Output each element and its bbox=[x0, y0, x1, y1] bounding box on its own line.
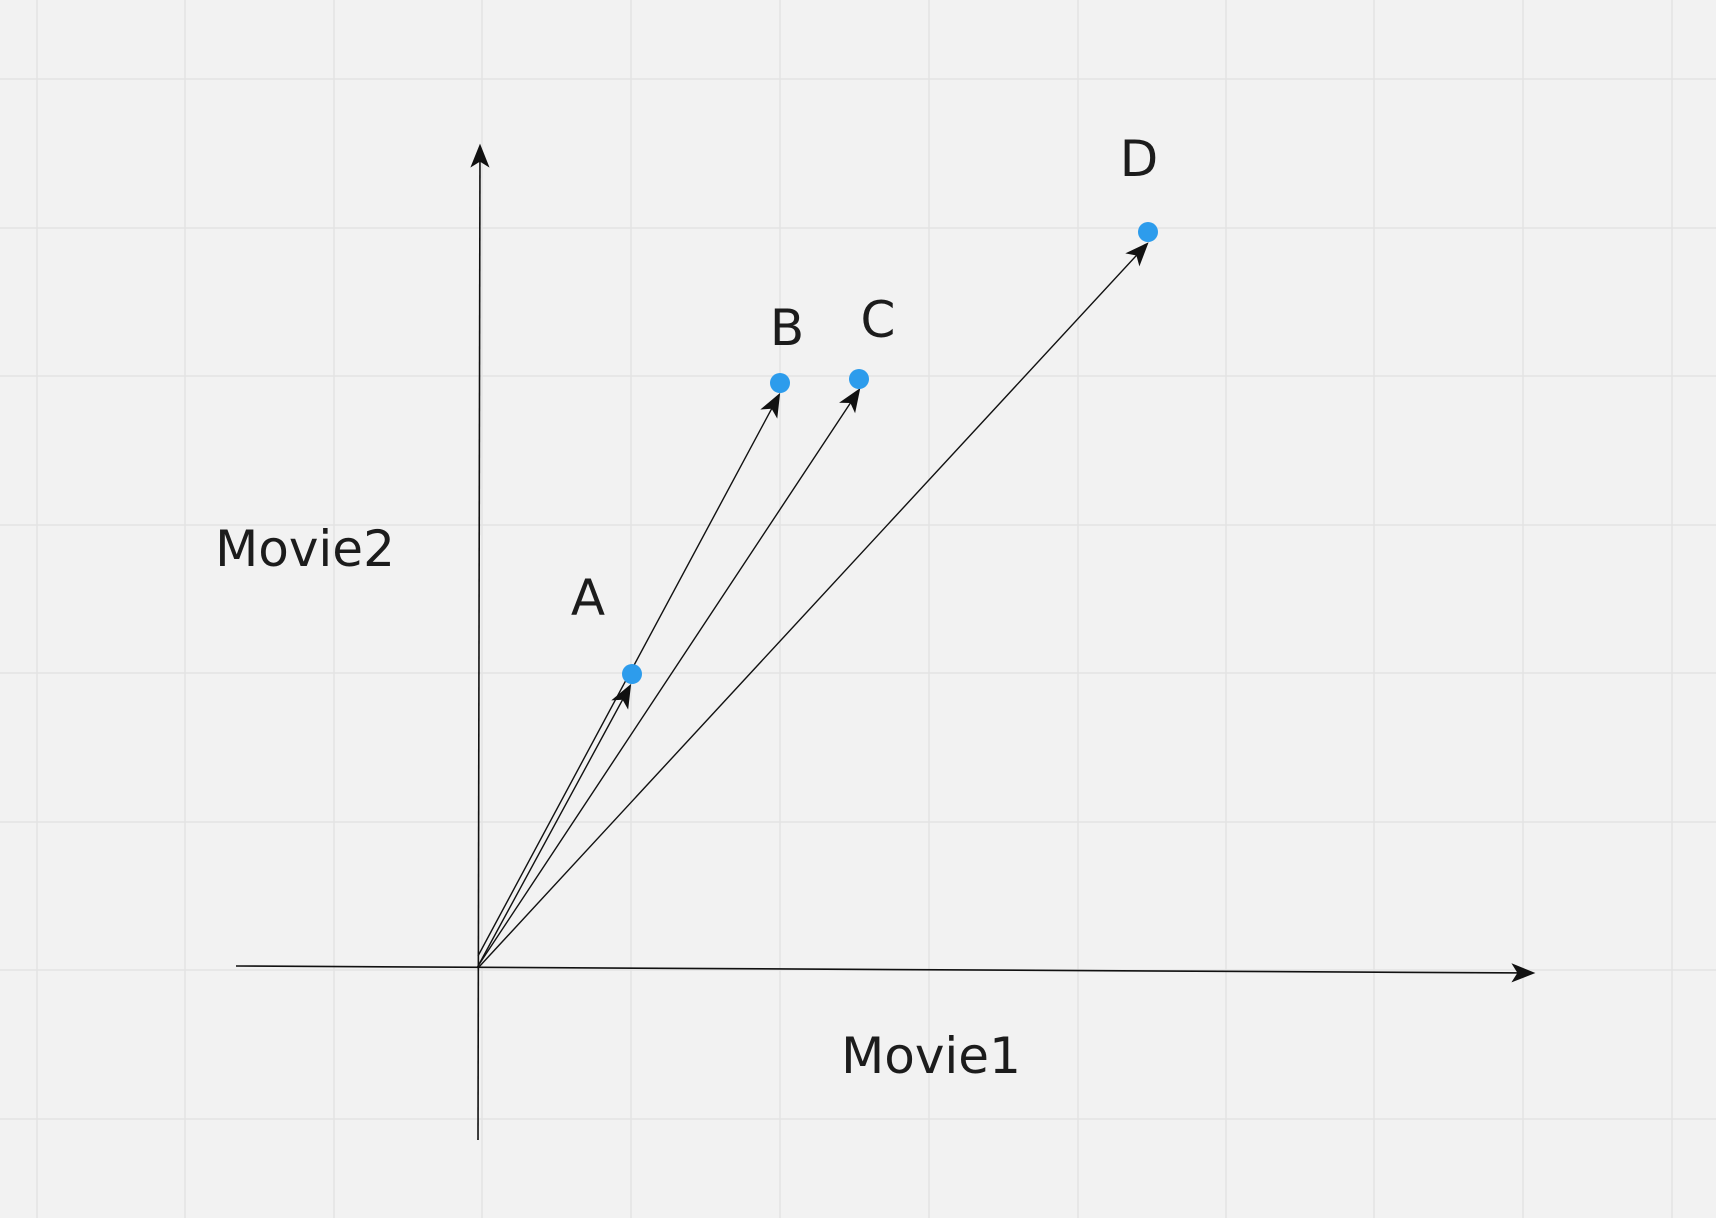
point-d-label: D bbox=[1120, 130, 1159, 188]
point-d bbox=[1138, 222, 1158, 242]
vector-d bbox=[477, 242, 1149, 969]
y-axis-label: Movie2 bbox=[215, 520, 395, 578]
point-a-label: A bbox=[571, 569, 605, 627]
point-b bbox=[770, 373, 790, 393]
point-c bbox=[849, 369, 869, 389]
vector-c bbox=[477, 387, 861, 967]
x-axis bbox=[235, 963, 1536, 983]
vector-a bbox=[476, 683, 632, 969]
point-c-label: C bbox=[861, 291, 896, 349]
point-b-label: B bbox=[770, 299, 804, 357]
x-axis-label: Movie1 bbox=[841, 1027, 1021, 1085]
y-axis bbox=[470, 143, 490, 1141]
point-a bbox=[622, 664, 642, 684]
